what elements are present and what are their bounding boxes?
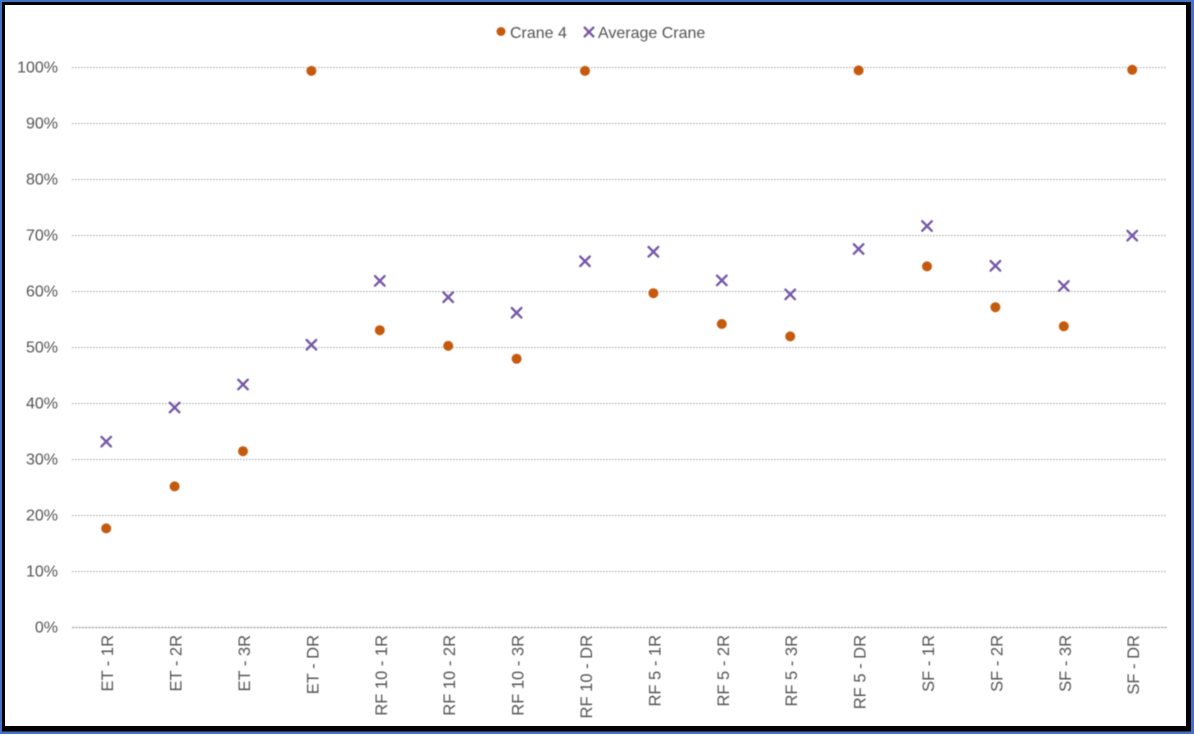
svg-text:RF 10 - 3R: RF 10 - 3R (510, 635, 528, 716)
svg-text:RF 5 - DR: RF 5 - DR (852, 635, 870, 709)
svg-text:100%: 100% (17, 60, 58, 77)
svg-text:SF - 1R: SF - 1R (920, 635, 938, 692)
svg-text:20%: 20% (26, 508, 58, 525)
svg-text:40%: 40% (26, 396, 58, 413)
svg-text:ET - DR: ET - DR (304, 635, 322, 694)
svg-text:Average Crane: Average Crane (598, 25, 705, 42)
svg-text:ET - 3R: ET - 3R (236, 635, 254, 692)
svg-text:80%: 80% (26, 172, 58, 189)
svg-text:50%: 50% (26, 340, 58, 357)
svg-text:RF 5 - 2R: RF 5 - 2R (715, 635, 733, 707)
svg-text:RF 5 - 3R: RF 5 - 3R (783, 635, 801, 707)
svg-text:SF - DR: SF - DR (1125, 635, 1143, 695)
svg-text:60%: 60% (26, 284, 58, 301)
svg-text:10%: 10% (26, 564, 58, 581)
svg-text:70%: 70% (26, 228, 58, 245)
svg-text:90%: 90% (26, 116, 58, 133)
svg-text:RF 10 - 2R: RF 10 - 2R (441, 635, 459, 716)
svg-text:30%: 30% (26, 452, 58, 469)
svg-text:RF 10 - 1R: RF 10 - 1R (373, 635, 391, 716)
svg-text:RF 5 - 1R: RF 5 - 1R (646, 635, 664, 707)
svg-text:0%: 0% (35, 620, 58, 637)
svg-text:SF - 2R: SF - 2R (988, 635, 1006, 692)
svg-text:ET - 2R: ET - 2R (168, 635, 186, 692)
svg-text:SF - 3R: SF - 3R (1057, 635, 1075, 692)
svg-text:ET - 1R: ET - 1R (99, 635, 117, 692)
svg-text:Crane 4: Crane 4 (510, 25, 567, 42)
svg-text:RF 10 - DR: RF 10 - DR (578, 635, 596, 719)
